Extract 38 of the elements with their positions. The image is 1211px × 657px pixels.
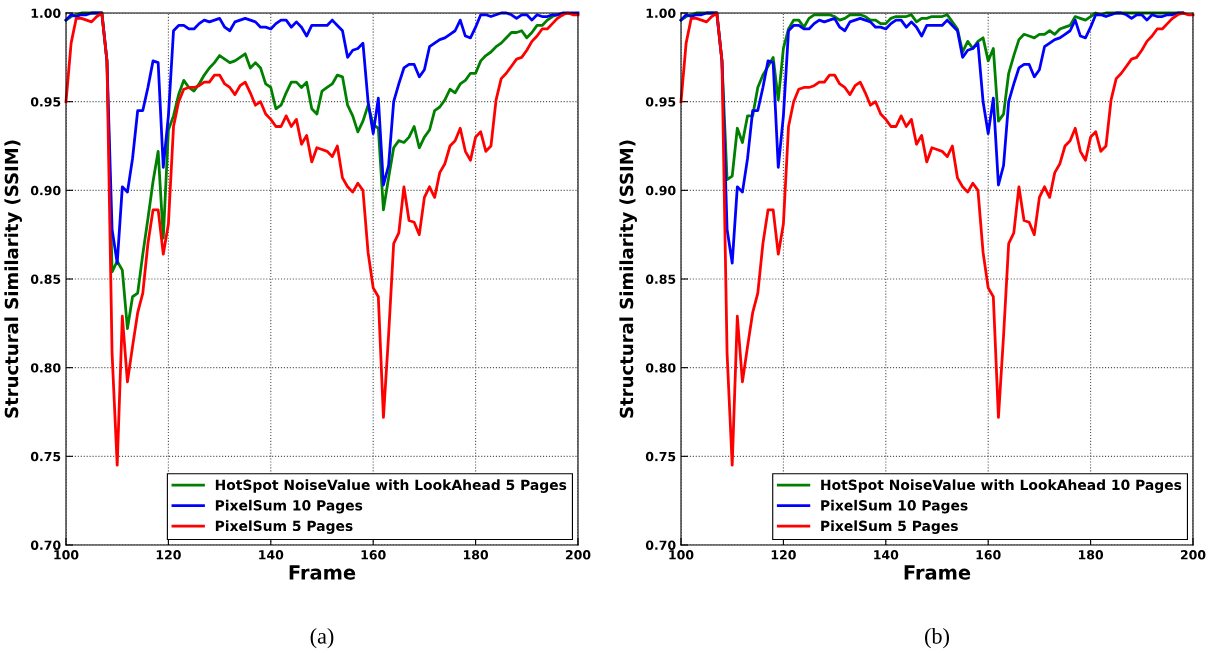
legend-label: PixelSum 5 Pages (821, 520, 958, 534)
x-axis-title: Frame (904, 565, 971, 580)
x-tick-label: 200 (1180, 550, 1206, 560)
y-tick-label: 0.85 (645, 274, 676, 284)
legend-label: PixelSum 5 Pages (215, 520, 353, 534)
x-tick-label: 140 (259, 550, 284, 560)
y-axis-title: Structural Similarity (SSIM) (619, 140, 637, 418)
legend-label: PixelSum 10 Pages (215, 499, 363, 514)
x-tick-label: 180 (463, 550, 489, 560)
x-axis-title: Frame (289, 565, 356, 580)
y-tick-label: 0.70 (30, 540, 61, 550)
x-tick-label: 100 (669, 550, 694, 560)
y-tick-label: 1.00 (31, 8, 61, 18)
text: (b) (925, 628, 949, 649)
x-tick-label: 180 (1078, 550, 1104, 560)
y-tick-label: 0.85 (30, 274, 61, 284)
y-tick-label: 1.00 (646, 8, 676, 18)
y-axis-title: Structural Similarity (SSIM) (4, 140, 22, 418)
legend-label: HotSpot NoiseValue with LookAhead 10 Pages (821, 479, 1182, 493)
x-tick-label: 160 (976, 550, 1001, 560)
x-tick-label: 100 (54, 550, 79, 560)
text: (a) (310, 628, 334, 649)
y-tick-label: 0.80 (645, 363, 676, 373)
y-tick-label: 0.75 (30, 451, 61, 462)
y-tick-label: 0.95 (30, 97, 61, 107)
y-tick-label: 0.90 (645, 185, 676, 196)
y-tick-label: 0.90 (30, 185, 61, 196)
y-tick-label: 0.95 (645, 97, 676, 107)
legend-label: HotSpot NoiseValue with LookAhead 5 Pages (215, 479, 567, 493)
x-tick-label: 120 (771, 550, 796, 560)
x-tick-label: 120 (156, 550, 181, 560)
x-tick-label: 140 (874, 550, 899, 560)
x-tick-label: 200 (565, 550, 591, 560)
x-tick-label: 160 (361, 550, 386, 560)
y-tick-label: 0.75 (645, 451, 676, 462)
y-tick-label: 0.70 (645, 540, 676, 550)
legend-label: PixelSum 10 Pages (821, 499, 968, 514)
y-tick-label: 0.80 (30, 363, 61, 373)
